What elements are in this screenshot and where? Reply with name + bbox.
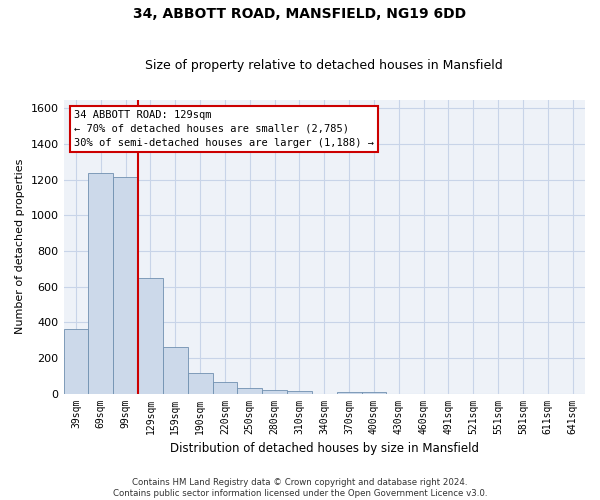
Bar (238, 388, 262, 394)
Bar (88, 172, 113, 394)
Bar (212, 382, 238, 394)
Text: 34 ABBOTT ROAD: 129sqm
← 70% of detached houses are smaller (2,785)
30% of semi-: 34 ABBOTT ROAD: 129sqm ← 70% of detached… (74, 110, 374, 148)
Text: 34, ABBOTT ROAD, MANSFIELD, NG19 6DD: 34, ABBOTT ROAD, MANSFIELD, NG19 6DD (133, 8, 467, 22)
Bar (287, 392, 312, 394)
Bar (113, 177, 138, 394)
Bar (163, 347, 188, 394)
X-axis label: Distribution of detached houses by size in Mansfield: Distribution of detached houses by size … (170, 442, 479, 455)
Bar (262, 390, 287, 394)
Bar (362, 392, 386, 394)
Text: Contains HM Land Registry data © Crown copyright and database right 2024.
Contai: Contains HM Land Registry data © Crown c… (113, 478, 487, 498)
Bar (138, 278, 163, 394)
Bar (64, 330, 88, 394)
Title: Size of property relative to detached houses in Mansfield: Size of property relative to detached ho… (145, 59, 503, 72)
Bar (188, 373, 212, 394)
Bar (337, 392, 362, 394)
Y-axis label: Number of detached properties: Number of detached properties (15, 159, 25, 334)
